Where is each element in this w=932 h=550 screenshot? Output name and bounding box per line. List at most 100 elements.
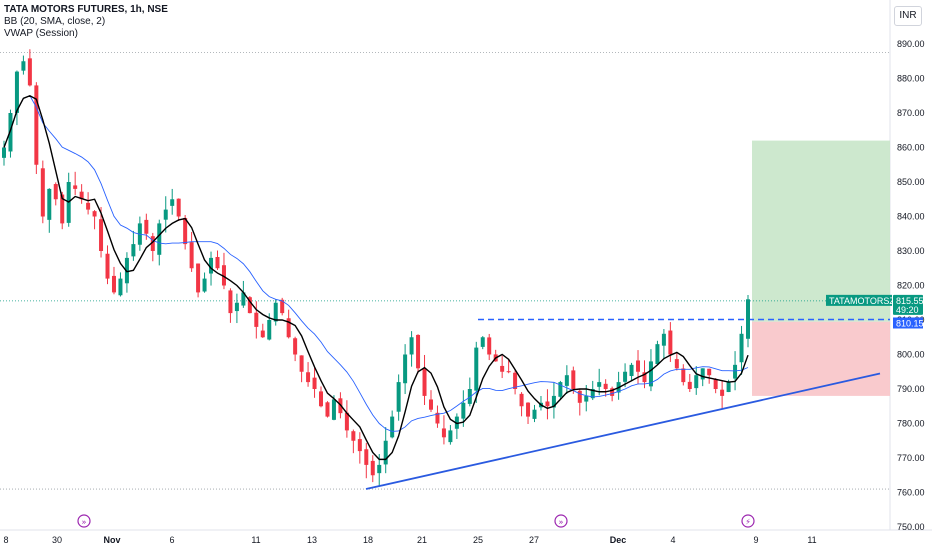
candle-body[interactable] <box>377 464 382 474</box>
bb-indicator-label[interactable]: BB (20, SMA, close, 2) <box>4 16 106 27</box>
candle-body[interactable] <box>655 344 660 365</box>
candle-body[interactable] <box>273 302 278 322</box>
candle-body[interactable] <box>448 430 453 443</box>
stop-loss-zone[interactable] <box>752 321 890 396</box>
candle-body[interactable] <box>487 337 492 355</box>
candle-body[interactable] <box>34 85 39 165</box>
candle-body[interactable] <box>577 390 582 403</box>
candle-body[interactable] <box>150 236 155 251</box>
candle-body[interactable] <box>390 416 395 438</box>
candle-body[interactable] <box>21 61 26 71</box>
candle-body[interactable] <box>506 371 511 373</box>
candle-body[interactable] <box>480 337 485 347</box>
candle-body[interactable] <box>267 320 272 340</box>
candle-body[interactable] <box>144 219 149 234</box>
candle-body[interactable] <box>331 399 336 420</box>
candle-body[interactable] <box>513 372 518 389</box>
support-trendline[interactable] <box>365 372 881 490</box>
candle-body[interactable] <box>383 440 388 465</box>
candle-body[interactable] <box>526 402 531 417</box>
candle-body[interactable] <box>746 299 750 339</box>
candle-body[interactable] <box>739 333 744 363</box>
candle-body[interactable] <box>409 337 414 355</box>
candle-body[interactable] <box>435 412 440 424</box>
candle-body[interactable] <box>325 402 330 417</box>
candle-body[interactable] <box>474 347 479 391</box>
split-icon[interactable] <box>77 514 91 528</box>
candle-body[interactable] <box>319 391 324 407</box>
candle-body[interactable] <box>733 364 738 379</box>
candle-body[interactable] <box>351 431 356 441</box>
candle-body[interactable] <box>584 395 589 402</box>
candle-body[interactable] <box>118 278 123 296</box>
candle-body[interactable] <box>202 278 207 292</box>
candle-body[interactable] <box>92 211 97 217</box>
candle-body[interactable] <box>422 368 427 396</box>
candle-body[interactable] <box>629 364 634 377</box>
candle-body[interactable] <box>720 389 725 396</box>
candle-body[interactable] <box>79 191 84 200</box>
candle-body[interactable] <box>564 375 569 386</box>
candle-body[interactable] <box>14 71 19 113</box>
candle-body[interactable] <box>636 360 641 372</box>
candle-body[interactable] <box>86 202 91 210</box>
candle-body[interactable] <box>293 338 298 355</box>
candle-body[interactable] <box>170 199 175 206</box>
candle-body[interactable] <box>364 449 369 465</box>
candle-body[interactable] <box>105 253 110 279</box>
candle-body[interactable] <box>674 359 679 369</box>
candle-body[interactable] <box>60 194 65 224</box>
candle-body[interactable] <box>713 379 718 389</box>
candle-body[interactable] <box>215 256 220 269</box>
candle-body[interactable] <box>603 383 608 389</box>
candle-body[interactable] <box>306 372 311 383</box>
candle-body[interactable] <box>623 371 628 382</box>
candle-body[interactable] <box>416 334 421 369</box>
candle-body[interactable] <box>597 382 602 387</box>
candle-body[interactable] <box>163 209 168 220</box>
candle-body[interactable] <box>176 198 181 217</box>
candle-body[interactable] <box>700 368 705 380</box>
candle-body[interactable] <box>47 188 52 220</box>
candle-body[interactable] <box>571 370 576 389</box>
candle-body[interactable] <box>344 412 349 431</box>
candle-body[interactable] <box>428 399 433 410</box>
candle-body[interactable] <box>551 395 556 408</box>
candle-body[interactable] <box>370 460 375 476</box>
candle-body[interactable] <box>648 361 653 387</box>
candle-body[interactable] <box>687 381 692 389</box>
candle-body[interactable] <box>131 244 136 257</box>
candle-body[interactable] <box>234 302 239 312</box>
candle-body[interactable] <box>461 402 466 419</box>
candle-body[interactable] <box>558 382 563 397</box>
candle-body[interactable] <box>247 297 252 314</box>
candle-body[interactable] <box>403 354 408 384</box>
candle-body[interactable] <box>189 242 194 269</box>
candle-body[interactable] <box>357 439 362 452</box>
candle-body[interactable] <box>312 377 317 389</box>
candle-body[interactable] <box>254 312 259 327</box>
candle-body[interactable] <box>196 263 201 293</box>
candle-body[interactable] <box>396 382 401 412</box>
candle-body[interactable] <box>260 330 265 338</box>
candle-body[interactable] <box>286 318 291 338</box>
candle-body[interactable] <box>53 184 58 200</box>
candle-body[interactable] <box>545 401 550 407</box>
candle-body[interactable] <box>2 147 6 158</box>
candle-body[interactable] <box>500 365 505 372</box>
split-icon[interactable] <box>554 514 568 528</box>
dividend-icon[interactable] <box>741 514 755 528</box>
candle-body[interactable] <box>726 382 731 393</box>
candle-body[interactable] <box>661 333 666 346</box>
currency-button[interactable]: INR <box>894 6 922 26</box>
candle-body[interactable] <box>209 257 214 274</box>
candle-body[interactable] <box>707 368 712 376</box>
candle-body[interactable] <box>241 292 246 306</box>
target-zone[interactable] <box>752 140 890 322</box>
candle-body[interactable] <box>694 375 699 389</box>
candle-body[interactable] <box>642 372 647 383</box>
candle-body[interactable] <box>467 389 472 404</box>
candle-body[interactable] <box>519 393 524 407</box>
candle-body[interactable] <box>221 265 226 286</box>
